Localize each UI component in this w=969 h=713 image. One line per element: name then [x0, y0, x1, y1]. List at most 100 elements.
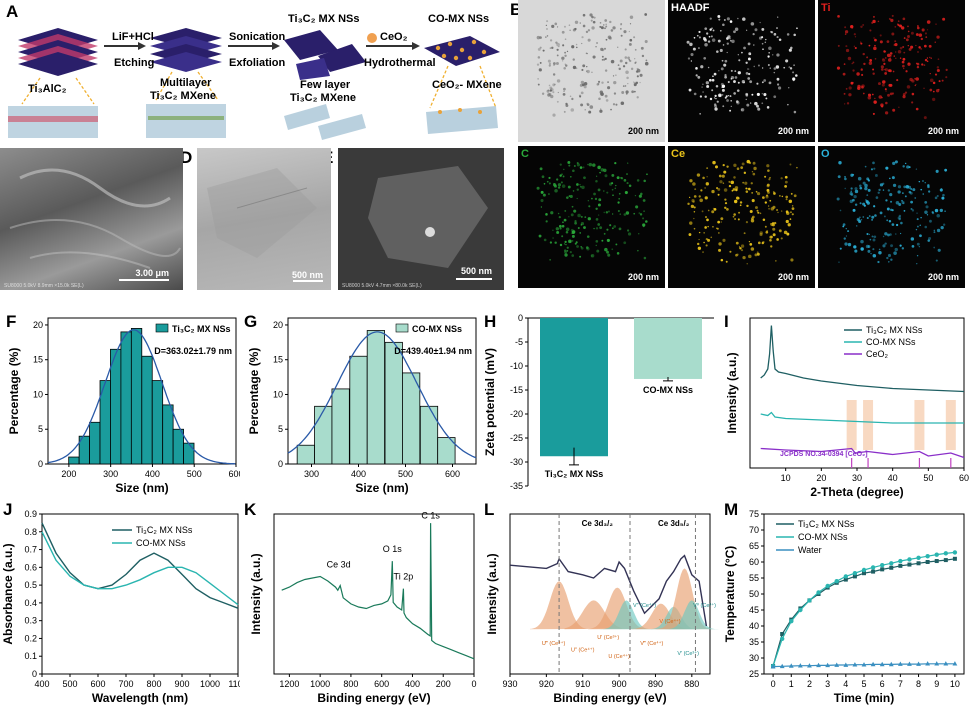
peak-highlight [945, 400, 956, 450]
panel-label-l: L [484, 500, 495, 519]
data-point [943, 558, 948, 563]
y-tick-label: 0.4 [24, 598, 37, 608]
sem-micrograph-e: 500 nm SU8000 5.0kV 4.7mm ×80.0k SE(L) [338, 148, 504, 290]
panel-label-i: I [724, 312, 729, 331]
peak-assignment-label: V⁰ (Ce³⁺) [693, 602, 716, 609]
x-tick-label: 300 [304, 469, 319, 479]
y-tick-label: 5 [38, 424, 43, 434]
data-point [907, 562, 912, 567]
data-point [870, 565, 876, 570]
histogram-bar [437, 437, 456, 465]
y-axis-label: Percentage (%) [247, 348, 261, 435]
label-ti3alc2: Ti₃AlC₂ [28, 83, 67, 95]
x-axis-label: Binding energy (eV) [317, 691, 430, 705]
data-point [898, 563, 903, 568]
histogram-bar [419, 405, 439, 465]
x-tick-label: 30 [852, 473, 862, 483]
process-arrows [104, 42, 420, 50]
x-tick-label: 200 [436, 679, 451, 689]
data-point [934, 552, 939, 557]
panel-label-k: K [244, 500, 257, 519]
y-tick-label: -25 [510, 433, 523, 443]
x-axis-label: Size (nm) [115, 481, 168, 495]
data-point [925, 560, 930, 564]
y-tick-label: 70 [749, 525, 759, 535]
mapping-tile: 200 nm [518, 0, 665, 142]
ceo2-mxene-sheet [424, 36, 500, 66]
y-tick-label: 5 [278, 424, 283, 434]
y-tick-label: 0 [278, 459, 283, 469]
xrd-chart-i: 10 20 30 40 50 60 2-Theta (degree) Intensity (a… [725, 317, 969, 499]
mean-size-annotation: D=363.02±1.79 nm [154, 346, 232, 356]
histogram-bar [110, 348, 122, 465]
x-tick-label: 1000 [310, 679, 330, 689]
y-tick-label: 0.8 [24, 527, 37, 537]
legend-label: CeO₂ [866, 349, 889, 359]
bar-category-label: Ti₃C₂ MX NSs [545, 469, 604, 479]
label-fewlayer-1: Few layer [300, 79, 351, 91]
y-tick-label: 20 [33, 320, 43, 330]
y-tick-label: 40 [749, 621, 759, 631]
y-tick-label: 0 [38, 459, 43, 469]
x-tick-label: 10 [781, 473, 791, 483]
plot-frame [509, 513, 711, 675]
x-tick-label: 400 [351, 469, 366, 479]
data-point [898, 558, 903, 564]
y-axis-label: Intensity (a.u.) [725, 352, 739, 433]
fitted-peak-area [597, 600, 656, 630]
data-point [862, 571, 866, 576]
legend-swatch [395, 323, 409, 333]
synthesis-schematic: LiF+HCl Etching Sonication Exfoliation C… [8, 13, 502, 140]
data-point [952, 661, 958, 666]
axes: 300 400 500 600 0 5 10 15 20 Size (nm) Percentage … [247, 317, 477, 495]
y-tick-label: 0.1 [24, 651, 37, 661]
scale-line-d [293, 280, 323, 282]
data-point [807, 663, 812, 668]
mapping-tile: HAADF 200 nm [668, 0, 815, 142]
data-point [797, 663, 803, 668]
gaussian-fit-line [287, 331, 477, 459]
y-tick-label: 0.3 [24, 616, 37, 626]
zeta-potential-chart-h: 0 -5 -10 -15 -20 -25 -30 -35 Zeta potential (mV)… [483, 313, 714, 491]
step2-top: Sonication [229, 31, 286, 43]
y-tick-label: 0.7 [24, 545, 37, 555]
data-point [852, 574, 857, 579]
legend-swatch [155, 323, 169, 333]
y-tick-label: 65 [749, 541, 759, 551]
step2-bottom: Exfoliation [229, 57, 286, 69]
y-tick-label: -10 [510, 361, 523, 371]
data-point [770, 664, 776, 669]
x-tick-label: 930 [502, 679, 517, 689]
step1-top: LiF+HCl [112, 31, 154, 43]
x-tick-label: 500 [187, 469, 202, 479]
x-tick-label: 500 [62, 679, 77, 689]
peak-annotation: Ti 2p [394, 572, 414, 582]
x-tick-label: 910 [575, 679, 590, 689]
peak-highlight [863, 400, 874, 450]
mapping-tile-label: Ti [821, 2, 831, 14]
histogram-bar [172, 428, 184, 465]
axes: 0 -5 -10 -15 -20 -25 -30 -35 Zeta potential (mV)… [483, 313, 714, 491]
panel-label-d: D [180, 148, 193, 167]
data-point [816, 590, 821, 595]
zeta-bar [634, 318, 702, 379]
plot-frame [273, 513, 475, 675]
spin-orbit-label: Ce 3d₅/₂ [658, 519, 690, 528]
x-tick-label: 920 [539, 679, 554, 689]
legend-label: CO-MX NSs [136, 538, 186, 548]
y-tick-label: 10 [33, 389, 43, 399]
legend-label: Water [798, 545, 822, 555]
plot-frame [763, 513, 965, 675]
data-point [889, 565, 894, 570]
x-tick-label: 0 [771, 679, 776, 689]
panel-label-h: H [484, 312, 497, 331]
footer-e: SU8000 5.0kV 4.7mm ×80.0k SE(L) [342, 283, 422, 289]
data-point [943, 551, 949, 556]
data-point [852, 571, 858, 576]
y-tick-label: -15 [510, 385, 523, 395]
xps-survey-chart-k: 1200 1000 800 600 400 200 0 Binding energy (eV)… [249, 511, 477, 705]
y-axis-label: Intensity (a.u.) [249, 553, 263, 634]
histogram-bar [162, 404, 174, 465]
